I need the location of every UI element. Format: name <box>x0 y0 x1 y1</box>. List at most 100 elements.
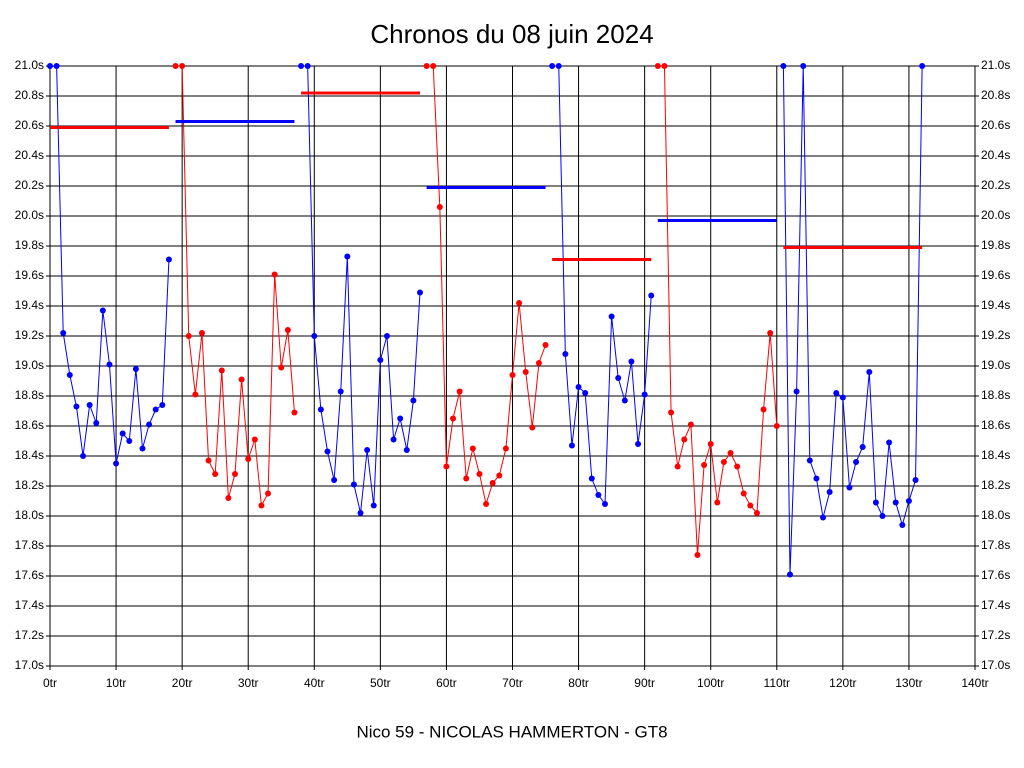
point <box>436 204 443 210</box>
point <box>251 436 258 443</box>
y2-tick-label: 17.6s <box>981 568 1010 582</box>
x-tick-label: 110tr <box>764 676 790 690</box>
y-tick-label: 17.4s <box>15 598 44 612</box>
point <box>839 394 846 401</box>
y2-tick-label: 19.8s <box>981 238 1010 252</box>
x-tick-label: 50tr <box>370 676 391 690</box>
y-tick-label: 17.8s <box>15 538 44 552</box>
point <box>53 63 60 69</box>
x-tick-label: 20tr <box>172 676 193 690</box>
point <box>350 481 357 488</box>
y2-tick-label: 17.2s <box>981 628 1010 642</box>
point <box>522 369 529 375</box>
point <box>674 463 681 470</box>
point <box>238 376 245 383</box>
point <box>284 327 291 333</box>
point <box>668 409 675 416</box>
point <box>390 436 397 443</box>
y-tick-label: 20.8s <box>15 88 44 102</box>
y2-tick-label: 20.8s <box>981 88 1010 102</box>
point <box>753 510 760 516</box>
x-tick-label: 40tr <box>304 676 325 690</box>
y-tick-label: 18.0s <box>15 508 44 522</box>
point <box>800 63 807 69</box>
point <box>787 571 793 578</box>
point <box>509 372 516 378</box>
y-tick-label: 19.4s <box>15 298 44 312</box>
point <box>430 63 437 69</box>
point <box>886 439 893 446</box>
point <box>793 388 800 395</box>
point <box>476 471 483 477</box>
y2-tick-label: 17.8s <box>981 538 1010 552</box>
point <box>397 415 404 422</box>
point <box>317 406 324 413</box>
point <box>588 475 595 482</box>
y-tick-label: 18.2s <box>15 478 44 492</box>
y2-tick-label: 19.4s <box>981 298 1010 312</box>
point <box>185 333 192 339</box>
point <box>892 499 899 506</box>
point <box>119 430 126 437</box>
y2-tick-label: 17.0s <box>981 658 1010 672</box>
y2-tick-label: 17.4s <box>981 598 1010 612</box>
point <box>529 424 536 431</box>
point <box>364 447 371 453</box>
plot-border <box>49 65 976 667</box>
y-tick-label: 21.0s <box>15 58 44 72</box>
point <box>707 441 714 447</box>
y2-tick-label: 20.6s <box>981 118 1010 132</box>
point <box>912 477 919 483</box>
point <box>93 420 100 426</box>
point <box>621 397 628 404</box>
point <box>740 490 747 497</box>
point <box>859 444 866 450</box>
y-tick-label: 19.6s <box>15 268 44 282</box>
point <box>872 499 879 506</box>
point <box>502 445 509 452</box>
point <box>245 456 252 462</box>
point <box>73 403 80 410</box>
point <box>205 457 212 464</box>
y-tick-label: 18.6s <box>15 418 44 432</box>
point <box>331 477 338 483</box>
y-tick-label: 19.8s <box>15 238 44 252</box>
point <box>701 462 708 468</box>
chart-title: Chronos du 08 juin 2024 <box>370 19 653 49</box>
x-tick-label: 120tr <box>829 676 856 690</box>
x-tick-label: 0tr <box>43 676 57 690</box>
point <box>86 402 93 408</box>
y-tick-label: 20.0s <box>15 208 44 222</box>
y2-tick-label: 18.2s <box>981 478 1010 492</box>
point <box>152 406 159 413</box>
point <box>357 510 364 516</box>
point <box>165 256 172 263</box>
point <box>291 409 298 416</box>
point <box>734 463 741 470</box>
point <box>383 333 390 339</box>
y-tick-label: 20.4s <box>15 148 44 162</box>
point <box>773 423 780 429</box>
x-tick-label: 60tr <box>436 676 457 690</box>
y2-tick-label: 20.4s <box>981 148 1010 162</box>
y2-tick-label: 20.2s <box>981 178 1010 192</box>
point <box>172 63 179 69</box>
point <box>450 415 457 422</box>
y2-tick-label: 19.2s <box>981 328 1010 342</box>
y-tick-label: 18.4s <box>15 448 44 462</box>
point <box>806 457 813 464</box>
point <box>271 271 278 278</box>
point <box>555 63 562 69</box>
point <box>661 63 668 69</box>
point <box>879 513 886 519</box>
point <box>820 514 827 521</box>
point <box>126 438 133 444</box>
point <box>489 480 496 486</box>
point <box>720 459 727 465</box>
point <box>66 372 73 378</box>
y2-tick-label: 20.0s <box>981 208 1010 222</box>
y-tick-label: 19.2s <box>15 328 44 342</box>
y2-tick-label: 19.0s <box>981 358 1010 372</box>
x-tick-label: 100tr <box>697 676 724 690</box>
